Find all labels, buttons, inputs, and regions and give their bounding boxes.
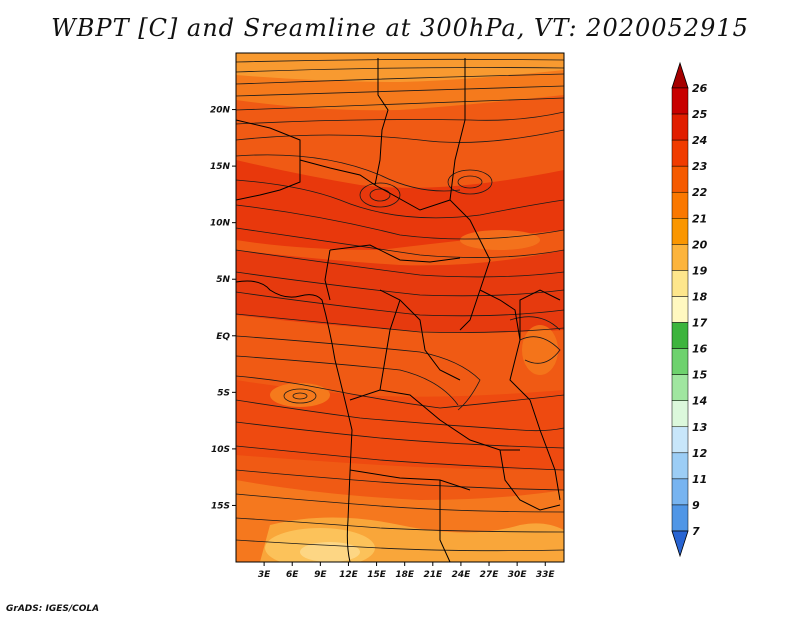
colorbar-label: 15 [692,369,708,382]
lon-tick-label: 12E [339,570,359,580]
colorbar-label: 18 [692,290,708,303]
colorbar-label: 16 [692,343,708,356]
lat-tick-label: 20N [210,106,231,116]
map-frame [235,52,565,563]
longitude-axis: 3E 6E 9E 12E 15E 18E 21E 24E 27E 30E 33E [258,562,556,580]
colorbar-segment [671,165,689,193]
lat-tick-label: 15N [210,162,231,172]
colorbar-label: 21 [692,212,707,225]
lon-tick-label: 30E [508,570,528,580]
colorbar-segment [671,244,689,271]
colorbar-label: 26 [692,82,708,95]
colorbar-bottom-arrow [671,530,689,558]
lon-tick-label: 21E [423,570,443,580]
colorbar-label: 12 [692,447,708,460]
colorbar-label: 11 [692,473,707,486]
colorbar-segment [671,452,689,480]
colorbar-segment [671,191,689,219]
colorbar: 26 25 24 23 22 21 20 19 18 17 16 15 14 13 12 11 9 7 [671,61,708,558]
chart-title: WBPT [C] and Sreamline at 300hPa, VT: 20… [51,14,749,42]
colorbar-segment [671,139,689,167]
country-borders [236,58,561,562]
latitude-axis: 20N 15N 10N 5N EQ 5S 10S 15S [210,106,236,511]
colorbar-segment [671,322,689,349]
colorbar-segment [671,296,689,323]
lat-tick-label: 15S [211,501,230,511]
colorbar-segment [671,113,689,141]
colorbar-segment [671,87,689,115]
colorbar-segment [671,504,689,532]
grads-credit: GrADS: IGES/COLA [6,604,100,614]
lat-tick-label: 5N [216,275,230,285]
colorbar-segment [671,426,689,454]
lon-tick-label: 9E [314,570,327,580]
colorbar-segment [671,478,689,506]
lat-tick-label: 5S [217,388,230,398]
colorbar-label: 9 [692,499,700,512]
colorbar-label: 22 [692,186,708,199]
colorbar-segment [671,400,689,428]
lon-tick-label: 27E [480,570,500,580]
colorbar-label: 24 [692,134,707,147]
lon-tick-label: 6E [286,570,299,580]
lat-tick-label: 10S [211,445,230,455]
colorbar-segment [671,270,689,297]
colorbar-label: 20 [692,238,708,251]
lon-tick-label: 24E [452,570,472,580]
colorbar-label: 25 [692,108,708,121]
colorbar-label: 14 [692,395,707,408]
colorbar-segment [671,348,689,375]
colorbar-label: 7 [692,525,700,538]
lon-tick-label: 3E [258,570,271,580]
colorbar-label: 23 [692,160,708,173]
colorbar-label: 19 [692,264,708,277]
colorbar-segment [671,374,689,401]
colorbar-label: 13 [692,421,708,434]
colorbar-label: 17 [692,317,708,330]
streamlines [236,58,564,552]
lat-tick-label: 10N [210,219,231,229]
lat-tick-label: EQ [216,332,230,342]
wbpt-field [236,53,564,562]
colorbar-top-arrow [671,61,689,89]
lon-tick-label: 33E [536,570,556,580]
lon-tick-label: 18E [395,570,415,580]
lon-tick-label: 15E [367,570,387,580]
colorbar-segment [671,218,689,245]
